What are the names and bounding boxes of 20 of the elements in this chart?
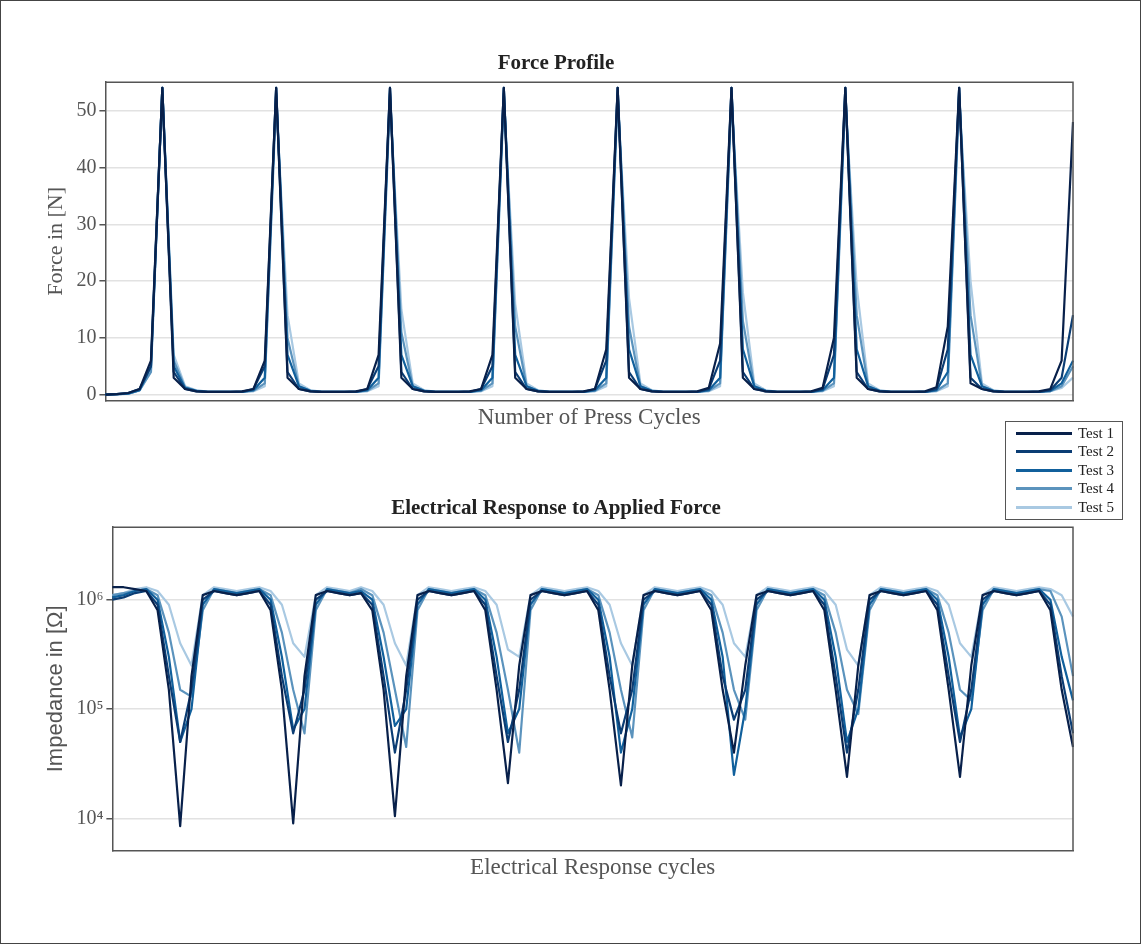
- chart-title: Force Profile: [497, 50, 615, 75]
- y-tick-label: 30: [76, 211, 97, 234]
- y-axis-title: Impedance in [Ω]: [42, 605, 68, 773]
- y-tick-label: 10: [76, 325, 97, 348]
- y-tick-label: 0: [86, 381, 97, 404]
- legend-label: Test 2: [1077, 443, 1114, 461]
- y-tick-label: 50: [76, 97, 97, 120]
- legend-label: Test 4: [1077, 480, 1114, 498]
- x-axis-title: Electrical Response cycles: [470, 854, 716, 880]
- y-tick-label: 20: [76, 268, 97, 291]
- x-axis-title: Number of Press Cycles: [477, 404, 701, 430]
- y-axis-title: Force in [N]: [41, 186, 67, 296]
- y-tick-label: 10⁶: [76, 586, 104, 609]
- chart-title: Electrical Response to Applied Force: [391, 495, 721, 520]
- legend-label: Test 5: [1077, 498, 1114, 516]
- legend-label: Test 3: [1077, 461, 1114, 479]
- y-tick-label: 40: [76, 154, 97, 177]
- legend-label: Test 1: [1077, 424, 1114, 442]
- y-tick-label: 10⁴: [76, 805, 104, 828]
- y-tick-label: 10⁵: [76, 696, 104, 719]
